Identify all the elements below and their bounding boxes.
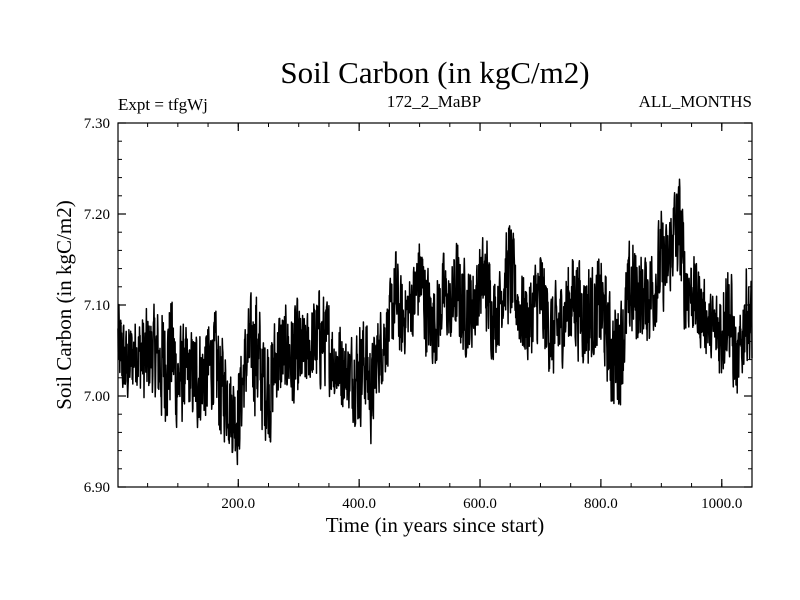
series-layer <box>117 178 753 466</box>
x-tick-label: 1000.0 <box>701 496 742 512</box>
y-tick-label: 7.10 <box>84 298 110 314</box>
y-tick-label: 7.30 <box>84 116 110 132</box>
experiment-label: Expt = tfgWj <box>118 95 208 114</box>
x-tick-label: 600.0 <box>463 496 497 512</box>
x-axis-label: Time (in years since start) <box>326 513 545 537</box>
y-axis-label: Soil Carbon (in kgC/m2) <box>52 200 76 409</box>
y-tick-label: 6.90 <box>84 480 110 496</box>
x-tick-label: 200.0 <box>221 496 255 512</box>
tick-labels: 200.0 400.0 600.0 800.0 1000.0 6.90 7.00 7.10 7.… <box>84 116 743 512</box>
plot-frame <box>117 122 753 488</box>
x-tick-label: 800.0 <box>584 496 618 512</box>
months-label: ALL_MONTHS <box>639 92 752 111</box>
period-label: 172_2_MaBP <box>387 92 481 111</box>
chart-title: Soil Carbon (in kgC/m2) <box>280 55 589 90</box>
soil-carbon-series-line <box>117 178 753 466</box>
y-tick-label: 7.00 <box>84 389 110 405</box>
x-tick-label: 400.0 <box>342 496 376 512</box>
y-tick-label: 7.20 <box>84 207 110 223</box>
